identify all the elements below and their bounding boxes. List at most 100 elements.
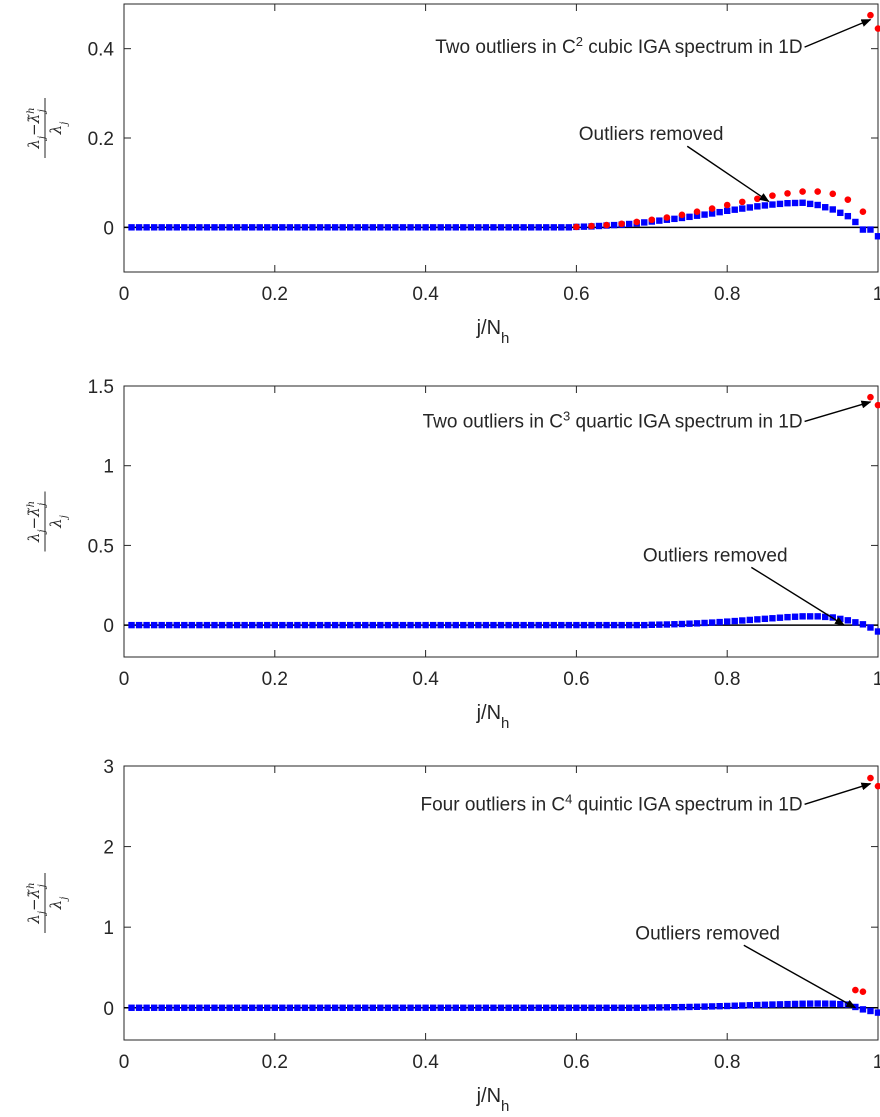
blue-square-point — [822, 204, 829, 211]
blue-square-point — [799, 199, 806, 206]
blue-square-point — [505, 1004, 512, 1011]
blue-square-point — [829, 206, 836, 213]
blue-square-point — [558, 621, 565, 629]
red-circle-point — [874, 782, 880, 790]
blue-square-point — [203, 1004, 211, 1011]
blue-square-point — [196, 1004, 203, 1011]
blue-square-point — [211, 224, 218, 231]
blue-square-point — [392, 1004, 399, 1011]
blue-square-point — [618, 1004, 625, 1011]
blue-square-point — [407, 1004, 414, 1011]
blue-square-point — [588, 1004, 595, 1011]
blue-square-point — [407, 621, 414, 629]
blue-square-point — [520, 621, 527, 629]
blue-square-point — [791, 1000, 799, 1008]
blue-square-point — [580, 1004, 588, 1011]
blue-square-point — [708, 1003, 716, 1010]
blue-square-point — [625, 1004, 633, 1011]
blue-square-point — [218, 224, 226, 231]
blue-square-point — [520, 224, 527, 231]
blue-square-point — [218, 1004, 226, 1011]
blue-square-point — [316, 1004, 324, 1011]
blue-square-point — [867, 624, 874, 631]
blue-square-point — [437, 224, 444, 231]
blue-square-point — [437, 1004, 444, 1011]
blue-square-point — [648, 1004, 655, 1011]
blue-square-point — [527, 1004, 535, 1011]
blue-square-point — [422, 224, 429, 231]
blue-square-point — [392, 224, 399, 231]
blue-square-point — [565, 224, 573, 231]
blue-square-point — [143, 224, 150, 231]
y-tick-label: 2 — [103, 838, 114, 859]
blue-square-point — [739, 617, 746, 624]
blue-square-point — [701, 1003, 708, 1010]
blue-square-point — [226, 621, 233, 629]
blue-square-point — [460, 621, 467, 629]
outliers-removed-annotation: Outliers removed — [579, 124, 724, 145]
red-circle-point — [852, 986, 859, 994]
blue-square-point — [128, 224, 135, 231]
red-circle-point — [618, 220, 625, 228]
blue-square-point — [369, 621, 377, 629]
blue-square-point — [671, 215, 678, 223]
blue-square-point — [128, 621, 135, 629]
blue-square-point — [233, 224, 241, 231]
blue-square-point — [143, 621, 150, 629]
blue-square-point — [580, 223, 588, 230]
blue-square-point — [867, 226, 874, 233]
blue-square-point — [399, 224, 407, 231]
blue-square-point — [377, 621, 384, 629]
x-tick-label: 1 — [873, 1052, 880, 1073]
x-tick-label: 0.8 — [714, 284, 740, 305]
chart-panel-1: 0 0.2 0.4 0.6 0.8 1 0 0.2 0.4 Two outliers in C2 … — [25, 3, 880, 347]
blue-square-point — [279, 621, 286, 629]
blue-square-point — [693, 212, 701, 219]
annotation-arrow — [686, 145, 770, 203]
blue-square-point — [150, 621, 158, 629]
blue-square-point — [784, 1000, 791, 1008]
red-circle-point — [754, 195, 761, 203]
y-tick-label: 3 — [103, 757, 114, 778]
red-circle-point — [738, 198, 746, 206]
blue-square-point — [595, 621, 603, 629]
red-circle-point — [874, 401, 880, 409]
blue-square-point — [573, 621, 580, 629]
blue-square-point — [776, 614, 784, 621]
blue-square-point — [678, 1003, 686, 1011]
blue-square-point — [791, 613, 799, 620]
red-circle-point — [573, 223, 580, 231]
blue-square-point — [550, 621, 557, 629]
blue-square-point — [347, 1004, 354, 1011]
blue-square-point — [173, 1004, 180, 1011]
blue-square-point — [316, 224, 324, 231]
blue-square-point — [248, 621, 256, 629]
blue-square-point — [377, 224, 384, 231]
blue-square-point — [399, 1004, 407, 1011]
y-tick-label: 1 — [103, 918, 114, 939]
red-circle-point — [603, 221, 610, 229]
blue-square-point — [769, 615, 776, 622]
series-outliers-removed — [128, 613, 880, 635]
series-with-outliers — [573, 11, 880, 231]
blue-square-point — [248, 1004, 256, 1011]
blue-square-point — [241, 621, 248, 629]
blue-square-point — [241, 224, 248, 231]
blue-square-point — [437, 621, 444, 629]
blue-square-point — [256, 621, 263, 629]
x-axis-label: j/Nh — [476, 317, 510, 347]
red-circle-point — [859, 208, 867, 215]
blue-square-point — [135, 621, 143, 629]
blue-square-point — [641, 621, 648, 629]
blue-square-point — [369, 1004, 377, 1011]
blue-square-point — [671, 621, 678, 628]
blue-square-point — [128, 1004, 135, 1011]
blue-square-point — [731, 617, 738, 625]
blue-square-point — [716, 618, 723, 626]
blue-square-point — [181, 621, 188, 629]
red-circle-point — [874, 25, 880, 32]
blue-square-point — [633, 621, 640, 629]
blue-square-point — [784, 200, 791, 207]
plot-frame — [123, 765, 879, 1041]
